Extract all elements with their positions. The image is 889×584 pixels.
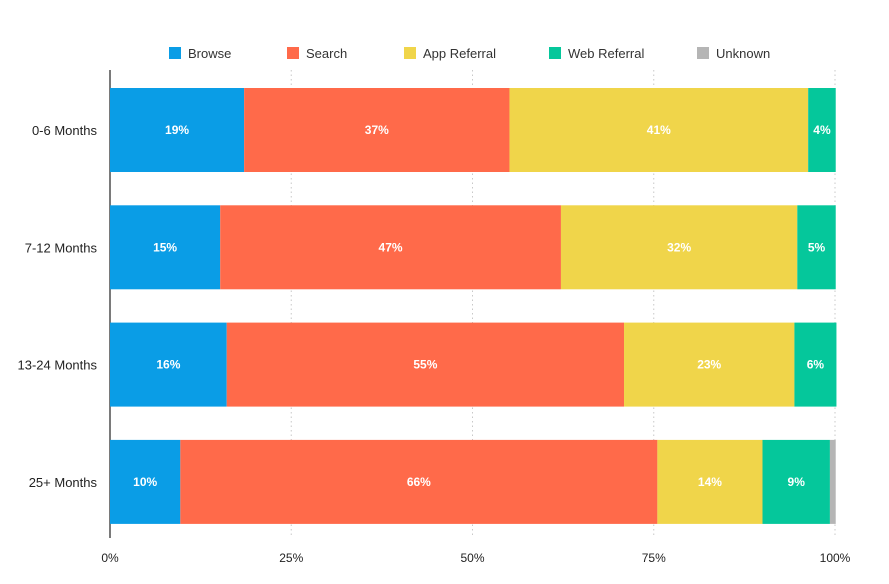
data-label-app-referral-0-6-months: 41%: [647, 123, 671, 137]
data-label-app-referral-7-12-months: 32%: [667, 240, 691, 254]
bar-app-referral-0-6-months: [509, 88, 809, 172]
data-label-web-referral-25-months: 9%: [788, 475, 806, 489]
category-label-25-months: 25+ Months: [29, 475, 98, 490]
data-label-browse-0-6-months: 19%: [165, 123, 189, 137]
bar-row-0-6-months: 19% 37% 41% 4%: [110, 88, 836, 172]
data-label-search-25-months: 66%: [407, 475, 431, 489]
bar-web-referral-7-12-months: [797, 205, 836, 290]
legend-item-web-referral: Web Referral: [549, 46, 644, 61]
legend-swatch-app-referral: [404, 47, 416, 59]
data-label-web-referral-13-24-months: 6%: [807, 358, 825, 372]
bars: 19% 37% 41% 4%15% 47% 32% 5%16% 55% 23% 6%10% 66% 1…: [110, 88, 837, 524]
category-label-0-6-months: 0-6 Months: [32, 123, 98, 138]
bar-app-referral-25-months: [657, 439, 763, 524]
bar-web-referral-0-6-months: [808, 88, 836, 172]
data-label-browse-13-24-months: 16%: [156, 358, 180, 372]
data-label-web-referral-7-12-months: 5%: [808, 240, 826, 254]
legend-swatch-search: [287, 47, 299, 59]
bar-app-referral-7-12-months: [560, 205, 798, 290]
bar-browse-7-12-months: [110, 205, 221, 290]
legend-swatch-web-referral: [549, 47, 561, 59]
legend-item-search: Search: [287, 46, 347, 61]
legend-swatch-browse: [169, 47, 181, 59]
data-label-browse-25-months: 10%: [133, 475, 157, 489]
category-labels: 0-6 Months 7-12 Months 13-24 Months 25+ Mon…: [18, 123, 98, 490]
legend: Browse Search App Referral Web Referral Unkn…: [169, 46, 770, 61]
x-tick-label-0: 0%: [101, 551, 119, 565]
legend-label-search: Search: [306, 46, 347, 61]
data-label-search-7-12-months: 47%: [379, 240, 403, 254]
bar-app-referral-13-24-months: [624, 322, 795, 407]
legend-label-web-referral: Web Referral: [568, 46, 644, 61]
x-tick-label-100: 100%: [820, 551, 851, 565]
bar-row-7-12-months: 15% 47% 32% 5%: [110, 205, 836, 290]
x-tick-label-25: 25%: [279, 551, 303, 565]
bar-browse-0-6-months: [110, 88, 245, 172]
bar-search-13-24-months: [226, 322, 625, 407]
bar-search-0-6-months: [244, 88, 510, 172]
bar-unknown-25-months: [829, 439, 836, 524]
bar-search-25-months: [180, 439, 658, 524]
bar-web-referral-13-24-months: [794, 322, 837, 407]
bar-row-13-24-months: 16% 55% 23% 6%: [110, 322, 837, 407]
legend-item-unknown: Unknown: [697, 46, 770, 61]
legend-item-app-referral: App Referral: [404, 46, 496, 61]
data-label-app-referral-25-months: 14%: [698, 475, 722, 489]
data-label-search-0-6-months: 37%: [365, 123, 389, 137]
bar-search-7-12-months: [220, 205, 561, 290]
bar-browse-25-months: [110, 439, 181, 524]
legend-swatch-unknown: [697, 47, 709, 59]
x-axis: 0% 25% 50% 75% 100%: [101, 551, 850, 565]
category-label-13-24-months: 13-24 Months: [18, 358, 98, 373]
legend-label-app-referral: App Referral: [423, 46, 496, 61]
bar-row-25-months: 10% 66% 14% 9%: [110, 439, 836, 524]
data-label-browse-7-12-months: 15%: [153, 240, 177, 254]
category-label-7-12-months: 7-12 Months: [25, 240, 98, 255]
x-tick-label-75: 75%: [642, 551, 666, 565]
legend-item-browse: Browse: [169, 46, 231, 61]
data-label-app-referral-13-24-months: 23%: [697, 358, 721, 372]
data-label-web-referral-0-6-months: 4%: [813, 123, 831, 137]
x-tick-label-50: 50%: [460, 551, 484, 565]
data-label-search-13-24-months: 55%: [413, 358, 437, 372]
legend-label-browse: Browse: [188, 46, 231, 61]
legend-label-unknown: Unknown: [716, 46, 770, 61]
bar-browse-13-24-months: [110, 322, 227, 407]
bar-web-referral-25-months: [762, 439, 830, 524]
